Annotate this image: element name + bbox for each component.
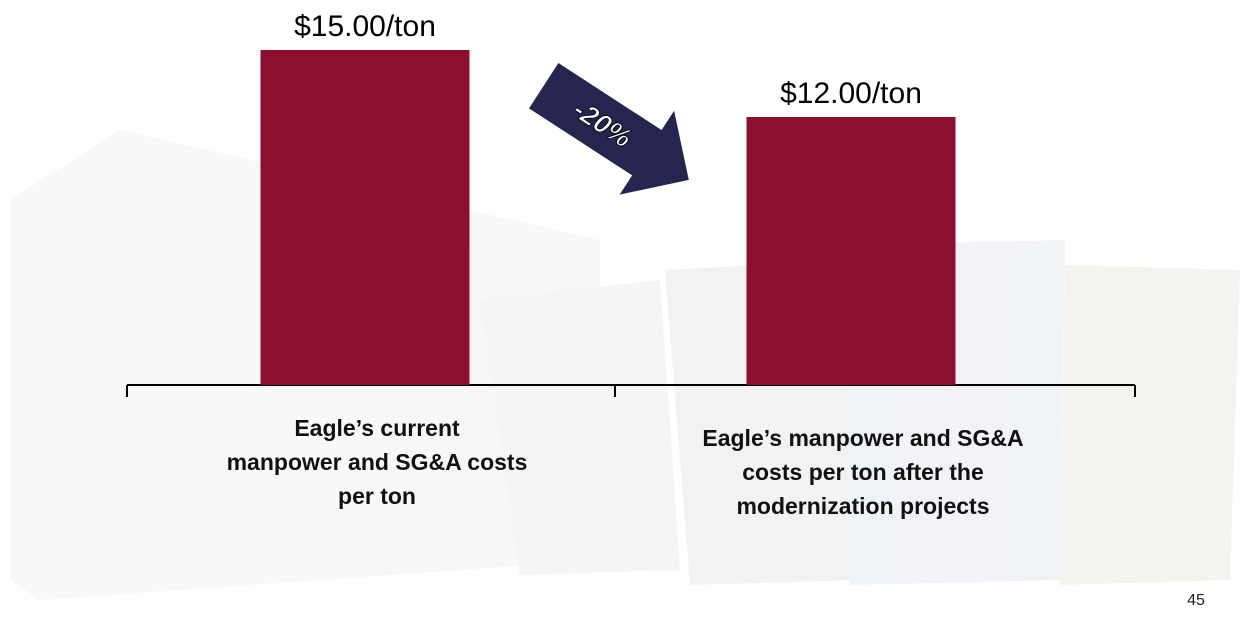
background-art	[10, 130, 1240, 600]
bar	[260, 50, 470, 385]
bar	[746, 117, 956, 385]
page-number: 45	[1187, 592, 1205, 609]
change-arrow: -20%	[529, 63, 689, 195]
category-label: Eagle’s current manpower and SG&A costs …	[226, 415, 528, 509]
value-label: $15.00/ton	[294, 10, 436, 43]
cement-bag	[1060, 265, 1240, 585]
value-label: $12.00/ton	[780, 77, 922, 110]
arrow-shape	[529, 63, 689, 195]
cement-bag	[480, 280, 680, 575]
category-label: Eagle’s manpower and SG&A costs per ton …	[702, 425, 1024, 519]
